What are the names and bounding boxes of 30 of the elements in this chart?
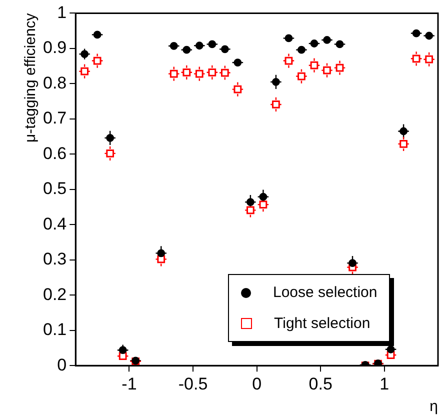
point [182, 46, 191, 54]
point [234, 58, 242, 66]
y-tick-label: 1 [57, 2, 67, 22]
y-tick-label: 0.1 [42, 320, 67, 340]
point [323, 36, 331, 44]
y-tick-label: 0.6 [42, 144, 67, 163]
point [298, 46, 306, 54]
y-tick-label: 0.3 [42, 250, 67, 269]
point [220, 45, 229, 54]
x-tick-label: -0.5 [178, 374, 208, 394]
x-tick-label: 0 [252, 374, 262, 394]
point [336, 40, 344, 48]
y-tick-label: 0.9 [42, 38, 67, 58]
y-tick-label: 0.7 [42, 108, 67, 128]
y-tick-label: 0.4 [42, 214, 67, 234]
legend-label: Tight selection [274, 315, 370, 332]
x-tick-label: -1 [122, 374, 137, 394]
x-tick-label: 0.5 [308, 374, 332, 394]
legend-label: Loose selection [273, 284, 378, 301]
y-tick-label: 0.8 [42, 73, 67, 92]
x-axis-title: η [430, 398, 438, 416]
y-axis-title: μ-tagging efficiency [22, 12, 40, 142]
y-tick-label: 0 [57, 355, 67, 374]
y-tick-label: 0.2 [42, 284, 67, 304]
point [93, 30, 102, 39]
point [170, 42, 178, 50]
x-tick-label: 1 [380, 374, 390, 394]
point [310, 40, 318, 48]
y-tick-label: 0.5 [42, 179, 67, 198]
point [284, 34, 293, 42]
